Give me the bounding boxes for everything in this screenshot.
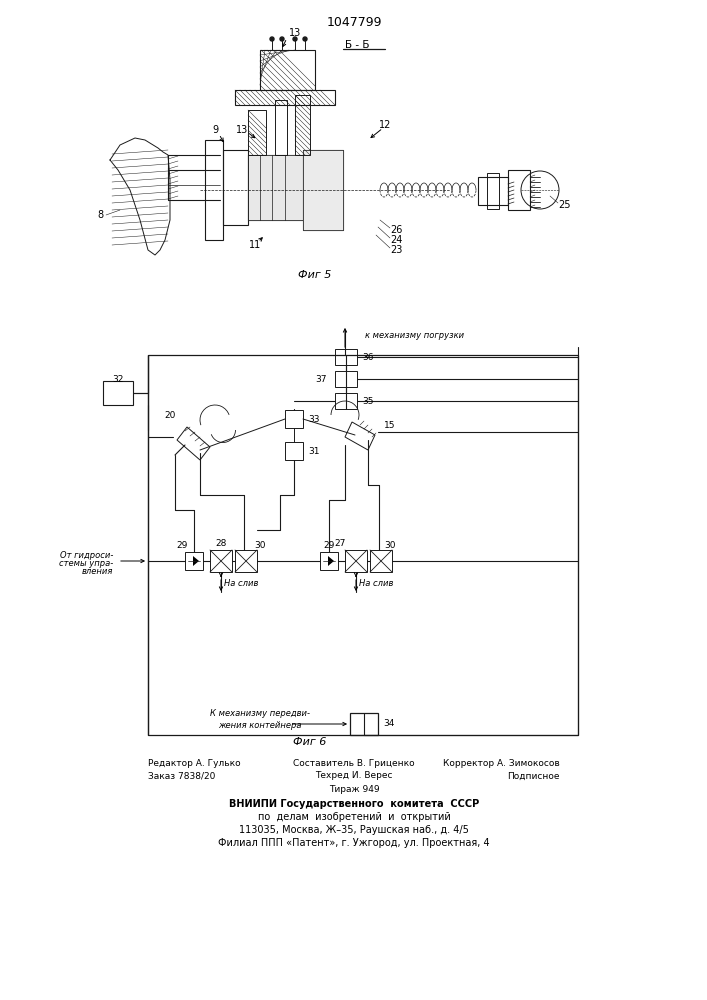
Text: 34: 34	[383, 720, 395, 728]
Text: 36: 36	[362, 353, 373, 361]
Text: жения контейнера: жения контейнера	[218, 720, 302, 730]
Bar	[335, 393, 357, 409]
Text: Филиал ППП «Патент», г. Ужгород, ул. Проектная, 4: Филиал ППП «Патент», г. Ужгород, ул. Про…	[218, 838, 490, 848]
Text: 25: 25	[558, 200, 571, 210]
Bar	[248, 155, 303, 220]
Text: 13: 13	[236, 125, 248, 135]
Text: 27: 27	[334, 538, 346, 548]
Text: ВНИИПИ Государственного  комитета  СССР: ВНИИПИ Государственного комитета СССР	[229, 799, 479, 809]
Bar	[303, 150, 343, 230]
Text: 37: 37	[315, 374, 327, 383]
Bar	[295, 95, 310, 155]
Bar	[303, 150, 343, 230]
Bar	[260, 50, 315, 90]
Bar	[275, 100, 287, 155]
Bar	[320, 552, 338, 570]
Text: На слив: На слив	[359, 580, 393, 588]
Bar	[235, 550, 257, 572]
Polygon shape	[328, 556, 334, 566]
Bar	[295, 95, 310, 155]
Bar	[487, 173, 499, 209]
Text: Составитель В. Гриценко: Составитель В. Гриценко	[293, 758, 415, 768]
Text: 1047799: 1047799	[326, 15, 382, 28]
Text: 30: 30	[255, 540, 266, 550]
Bar	[335, 371, 357, 387]
Text: 8: 8	[97, 210, 103, 220]
Text: вления: вления	[81, 566, 113, 576]
Bar	[478, 177, 508, 205]
Bar	[260, 50, 315, 90]
Circle shape	[303, 37, 307, 41]
Bar	[205, 140, 223, 240]
Circle shape	[270, 37, 274, 41]
Bar	[370, 550, 392, 572]
Text: 23: 23	[390, 245, 402, 255]
Text: 29: 29	[176, 540, 187, 550]
Bar	[223, 150, 248, 225]
Bar	[335, 349, 357, 365]
Text: Тираж 949: Тираж 949	[329, 784, 380, 794]
Bar	[260, 50, 315, 90]
Text: Фиг 5: Фиг 5	[298, 270, 332, 280]
Bar	[350, 713, 378, 735]
Text: 33: 33	[308, 414, 320, 424]
Text: 13: 13	[289, 28, 301, 38]
Bar	[248, 110, 266, 155]
Text: Фиг 6: Фиг 6	[293, 737, 327, 747]
Text: 26: 26	[390, 225, 402, 235]
Text: стемы упра-: стемы упра-	[59, 558, 113, 568]
Text: Техред И. Верес: Техред И. Верес	[315, 772, 393, 780]
Bar	[210, 550, 232, 572]
Bar	[345, 550, 367, 572]
Circle shape	[293, 37, 297, 41]
Text: 113035, Москва, Ж–35, Раушская наб., д. 4/5: 113035, Москва, Ж–35, Раушская наб., д. …	[239, 825, 469, 835]
Text: 9: 9	[212, 125, 218, 135]
Text: 31: 31	[308, 446, 320, 456]
Bar	[148, 355, 578, 735]
Text: к механизму погрузки: к механизму погрузки	[365, 330, 464, 340]
Text: 15: 15	[384, 420, 396, 430]
Text: 24: 24	[390, 235, 402, 245]
Text: Редактор А. Гулько: Редактор А. Гулько	[148, 758, 240, 768]
Text: 20: 20	[164, 410, 175, 420]
Bar	[508, 170, 530, 210]
Text: 32: 32	[112, 375, 124, 384]
Polygon shape	[193, 556, 199, 566]
Bar	[235, 90, 335, 105]
Bar	[185, 552, 203, 570]
Text: Б - Б: Б - Б	[345, 40, 370, 50]
Bar	[248, 110, 266, 155]
Text: К механизму передви-: К механизму передви-	[210, 708, 310, 718]
Text: Корректор А. Зимокосов: Корректор А. Зимокосов	[443, 758, 560, 768]
Bar	[285, 410, 303, 428]
Text: 28: 28	[216, 538, 227, 548]
Bar	[248, 155, 303, 220]
Bar	[103, 381, 133, 405]
Text: От гидроси-: От гидроси-	[59, 550, 113, 560]
Text: 30: 30	[384, 540, 396, 550]
Bar	[285, 442, 303, 460]
Text: Заказ 7838/20: Заказ 7838/20	[148, 772, 216, 780]
Text: 11: 11	[249, 240, 261, 250]
Text: 35: 35	[362, 396, 373, 406]
Text: Подписное: Подписное	[508, 772, 560, 780]
Circle shape	[280, 37, 284, 41]
Text: 29: 29	[323, 540, 334, 550]
Text: 12: 12	[379, 120, 391, 130]
Text: по  делам  изобретений  и  открытий: по делам изобретений и открытий	[257, 812, 450, 822]
Text: На слив: На слив	[224, 580, 258, 588]
Bar	[235, 90, 335, 105]
